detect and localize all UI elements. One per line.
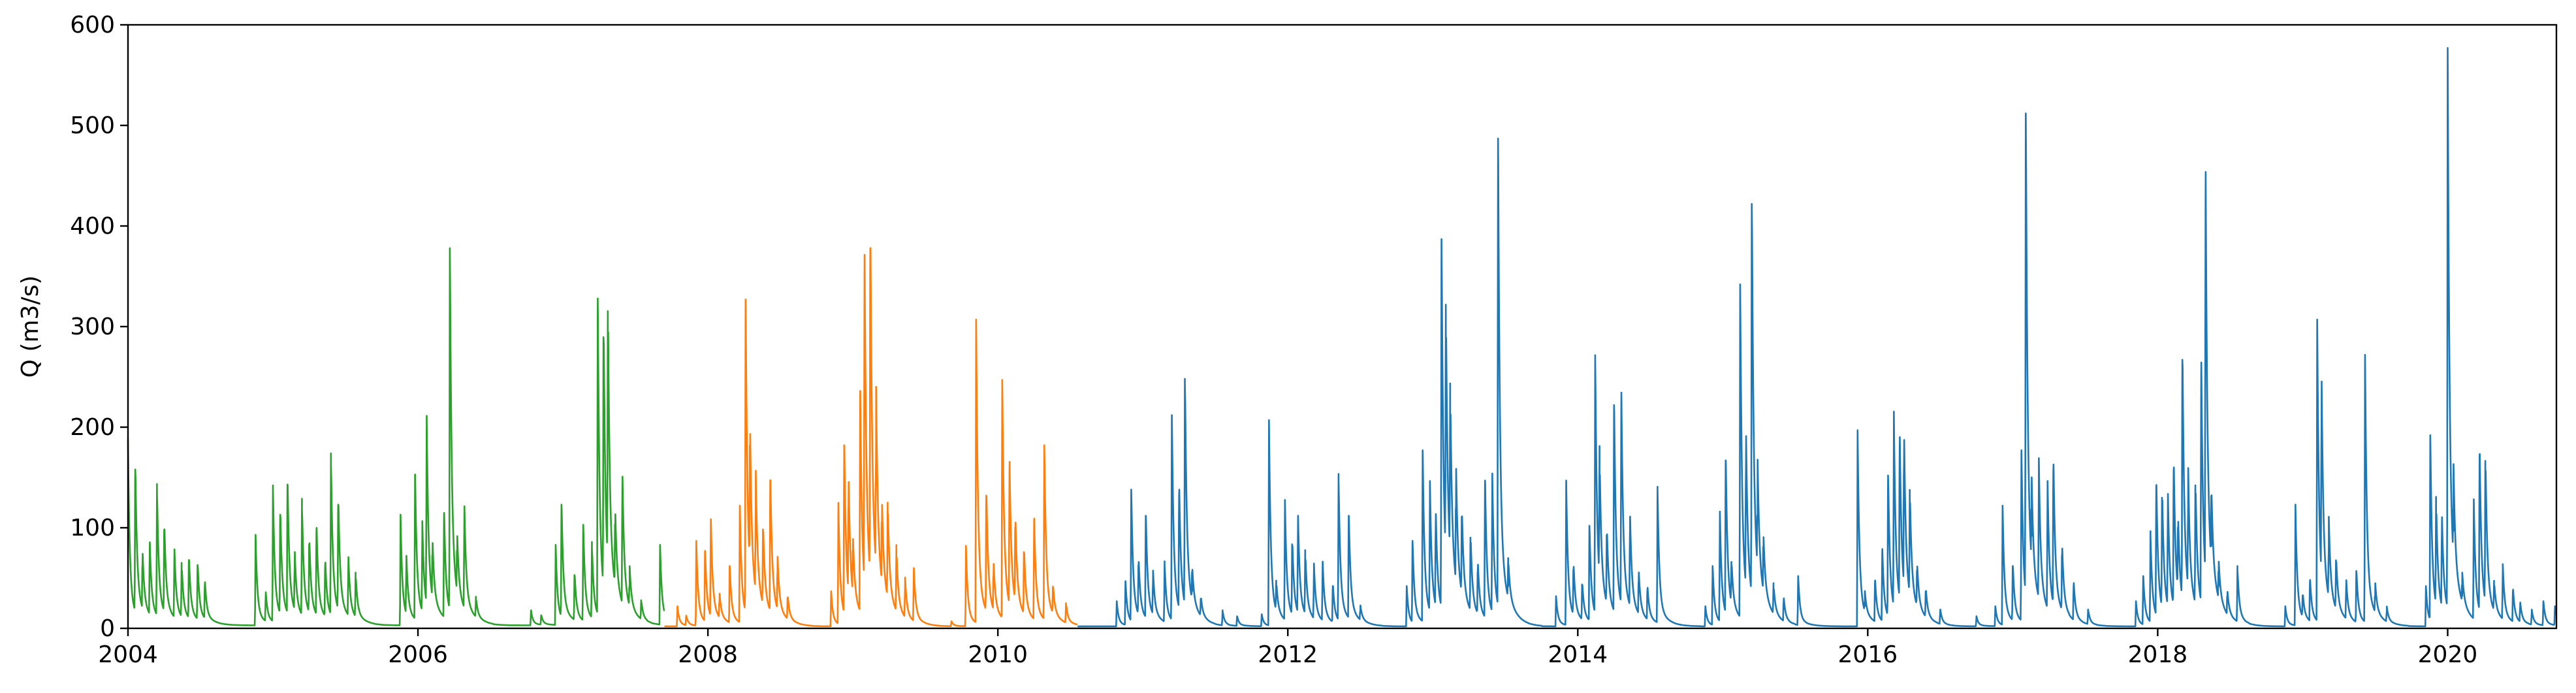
- y-tick-label: 300: [70, 314, 115, 340]
- x-tick-label: 2020: [2418, 641, 2478, 668]
- x-tick-label: 2004: [98, 641, 158, 668]
- y-axis: 0 100 200 300 400 500 600: [70, 12, 128, 642]
- x-tick-label: 2016: [1838, 641, 1898, 668]
- y-tick-label: 400: [70, 213, 115, 240]
- series-line-1: [127, 247, 665, 626]
- x-tick-label: 2006: [388, 641, 448, 668]
- x-tick-label: 2008: [678, 641, 738, 668]
- series-line-3: [1077, 47, 2558, 628]
- y-axis-title: Q (m3/s): [17, 276, 44, 378]
- x-tick-label: 2018: [2128, 641, 2188, 668]
- y-tick-label: 500: [70, 112, 115, 139]
- x-tick-label: 2010: [968, 641, 1028, 668]
- x-tick-label: 2014: [1548, 641, 1608, 668]
- y-tick-label: 0: [100, 615, 115, 642]
- y-tick-label: 600: [70, 12, 115, 39]
- x-axis: 2004 2006 2008 2010 2012 2014 2016 2018 2020: [98, 628, 2477, 668]
- y-tick-label: 100: [70, 515, 115, 541]
- series-layer: [127, 47, 2558, 628]
- y-tick-label: 200: [70, 414, 115, 441]
- x-tick-label: 2012: [1258, 641, 1318, 668]
- series-line-2: [663, 247, 1078, 628]
